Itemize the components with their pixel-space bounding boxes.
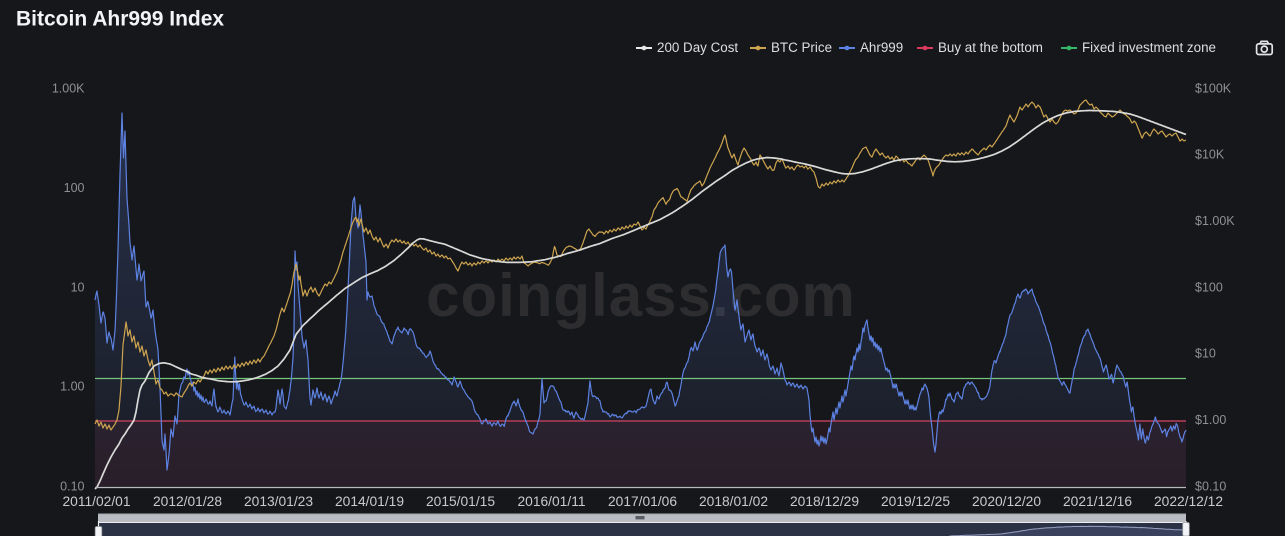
svg-text:BTC Price: BTC Price: [771, 40, 832, 55]
svg-text:2013/01/23: 2013/01/23: [244, 494, 313, 509]
svg-text:$0.10: $0.10: [1195, 479, 1226, 493]
svg-text:2014/01/19: 2014/01/19: [335, 494, 404, 509]
svg-text:coinglass.com: coinglass.com: [426, 262, 856, 329]
svg-text:2018/12/29: 2018/12/29: [790, 494, 859, 509]
svg-text:10: 10: [71, 280, 85, 294]
svg-text:$1.00: $1.00: [1195, 413, 1226, 427]
svg-text:2017/01/06: 2017/01/06: [608, 494, 677, 509]
svg-text:2022/12/12: 2022/12/12: [1154, 494, 1223, 509]
svg-text:$10K: $10K: [1195, 148, 1225, 162]
svg-text:2021/12/16: 2021/12/16: [1063, 494, 1132, 509]
svg-text:1.00K: 1.00K: [52, 81, 85, 95]
svg-text:$1.00K: $1.00K: [1195, 214, 1235, 228]
svg-text:1.00: 1.00: [60, 380, 84, 394]
svg-text:2011/02/01: 2011/02/01: [62, 494, 130, 509]
svg-text:Bitcoin Ahr999 Index: Bitcoin Ahr999 Index: [16, 8, 224, 31]
svg-text:Ahr999: Ahr999: [860, 40, 903, 55]
svg-text:2018/01/02: 2018/01/02: [699, 494, 768, 509]
svg-text:200 Day Cost: 200 Day Cost: [657, 40, 738, 55]
svg-text:2015/01/15: 2015/01/15: [426, 494, 495, 509]
svg-text:Buy at the bottom: Buy at the bottom: [938, 40, 1043, 55]
svg-text:$100K: $100K: [1195, 81, 1232, 95]
svg-text:0.10: 0.10: [60, 479, 84, 493]
svg-text:2020/12/20: 2020/12/20: [972, 494, 1041, 509]
svg-text:2012/01/28: 2012/01/28: [153, 494, 222, 509]
svg-text:$10: $10: [1195, 347, 1216, 361]
svg-text:2016/01/11: 2016/01/11: [517, 494, 585, 509]
svg-text:100: 100: [64, 181, 85, 195]
svg-text:Fixed investment zone: Fixed investment zone: [1082, 40, 1216, 55]
svg-text:2019/12/25: 2019/12/25: [881, 494, 950, 509]
svg-text:$100: $100: [1195, 280, 1223, 294]
